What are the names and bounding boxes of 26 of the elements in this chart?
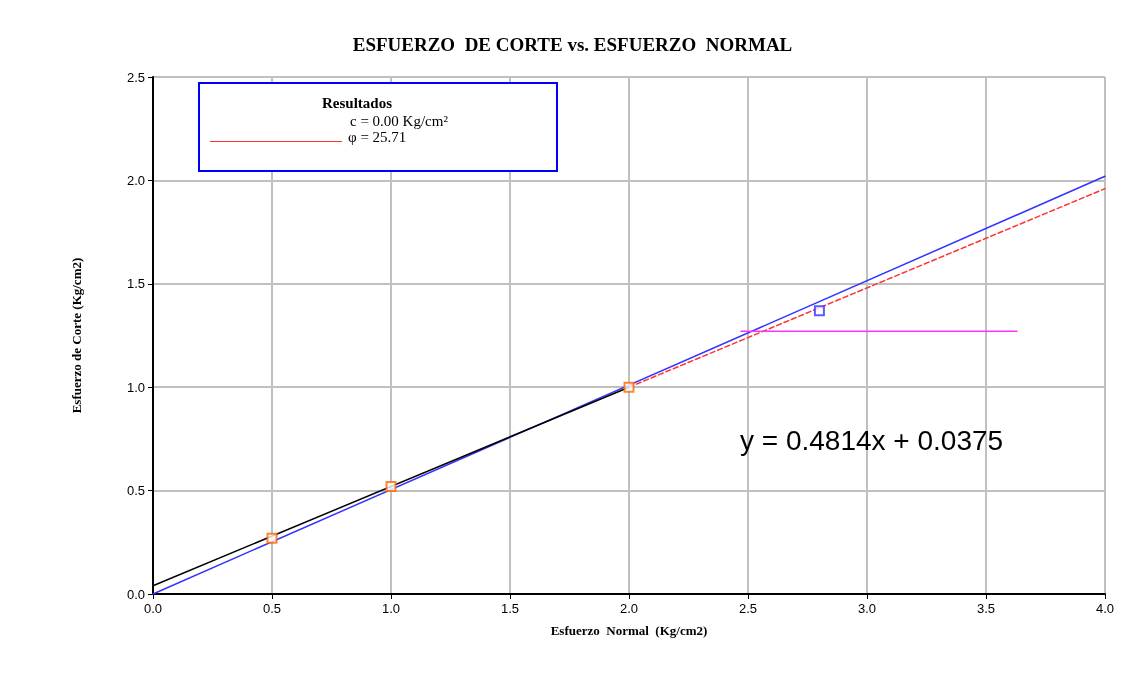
x-tick-label: 1.0 bbox=[381, 601, 401, 616]
x-tick-label: 3.5 bbox=[976, 601, 996, 616]
annotation: φ = 25.71 bbox=[348, 129, 407, 145]
x-tick-label: 2.0 bbox=[619, 601, 639, 616]
annotation: y = 0.4814x + 0.0375 bbox=[740, 424, 1004, 456]
point bbox=[266, 532, 278, 544]
x-tick-label: 1.5 bbox=[500, 601, 520, 616]
y-tick-label: 1.5 bbox=[126, 276, 145, 292]
x-tick-label: 4.0 bbox=[1095, 601, 1115, 616]
x-tick-label: 3.0 bbox=[857, 601, 877, 616]
annotation: Resultados bbox=[322, 95, 393, 111]
y-tick-label: 2.5 bbox=[126, 69, 145, 85]
point bbox=[813, 305, 825, 317]
y-tick-label: 0.0 bbox=[126, 586, 145, 602]
y-tick-label: 1.0 bbox=[126, 379, 145, 395]
y-tick-label: 2.0 bbox=[126, 172, 145, 188]
point bbox=[623, 381, 635, 393]
y-axis-title: Esfuerzo de Corte (Kg/cm2) bbox=[69, 257, 84, 414]
x-axis-title: Esfuerzo Normal (Kg/cm2) bbox=[550, 623, 708, 638]
x-tick-label: 2.5 bbox=[738, 601, 758, 616]
y-tick-label: 0.5 bbox=[126, 483, 145, 499]
point bbox=[385, 480, 397, 492]
annotation: c = 0.00 Kg/cm² bbox=[350, 113, 448, 129]
x-tick-label: 0.5 bbox=[262, 601, 282, 616]
chart-title: ESFUERZO DE CORTE vs. ESFUERZO NORMAL bbox=[352, 34, 793, 55]
x-tick-label: 0.0 bbox=[143, 601, 163, 616]
